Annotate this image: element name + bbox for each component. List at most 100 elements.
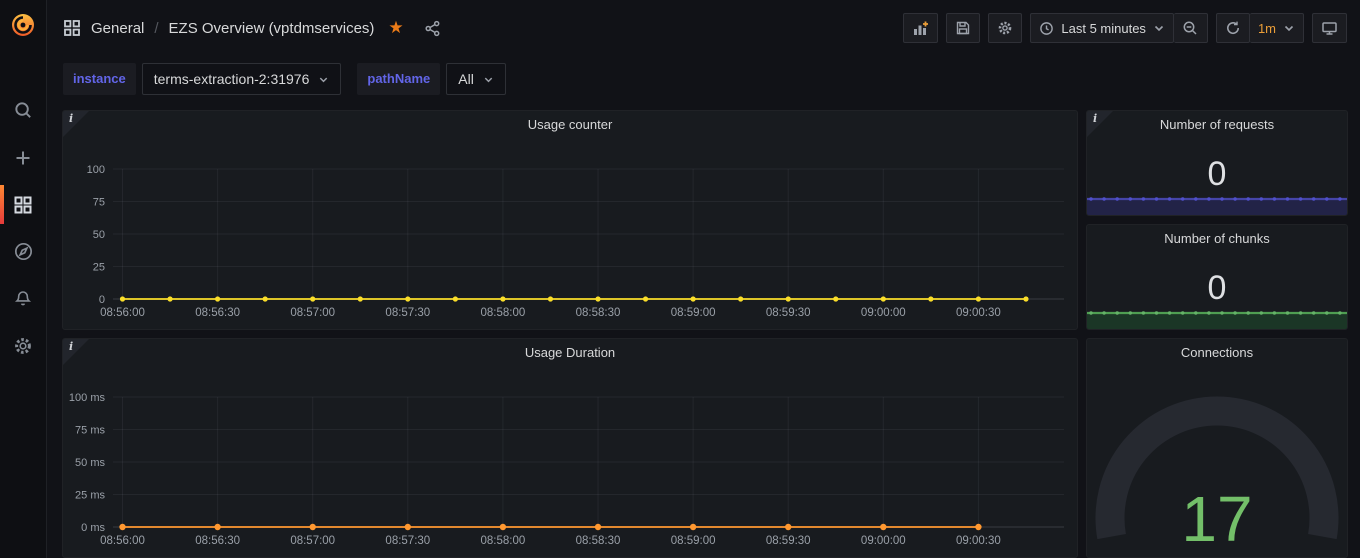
svg-text:08:58:00: 08:58:00 (481, 535, 526, 547)
svg-text:09:00:00: 09:00:00 (861, 535, 906, 547)
star-icon[interactable]: ★ (388, 18, 404, 37)
variable-pathname-label[interactable]: pathName (357, 63, 441, 95)
settings-gear-icon (999, 21, 1012, 35)
breadcrumb-separator: / (154, 19, 159, 37)
refresh-interval-button[interactable]: 1m (1249, 13, 1304, 43)
zoom-out-icon (1183, 21, 1197, 35)
variable-instance-label[interactable]: instance (63, 63, 136, 95)
svg-text:17: 17 (1181, 483, 1252, 555)
cycle-view-mode-button[interactable] (1312, 13, 1347, 43)
svg-text:25: 25 (93, 262, 105, 274)
svg-text:08:56:30: 08:56:30 (195, 535, 240, 547)
plus-icon (13, 148, 33, 168)
svg-text:08:56:00: 08:56:00 (100, 307, 145, 319)
panel-usage-duration: i Usage Duration 0 ms 25 ms 50 ms 75 ms 100 … (62, 338, 1078, 558)
svg-text:09:00:30: 09:00:30 (956, 535, 1001, 547)
refresh-icon (1226, 21, 1239, 35)
variable-instance: instance terms-extraction-2:31976 (63, 63, 342, 95)
connections-gauge: 17 (1087, 367, 1347, 557)
search-icon (13, 100, 34, 121)
breadcrumb-section[interactable]: General (91, 19, 145, 37)
refresh-group: 1m (1215, 13, 1304, 43)
time-range-button[interactable]: Last 5 minutes (1030, 13, 1174, 43)
requests-sparkline (1087, 197, 1347, 215)
usage-counter-chart: 0 25 50 75 100 08:56:00 08:56:30 08:57:00 08:57:… (63, 139, 1077, 329)
save-dashboard-button[interactable] (946, 13, 981, 43)
svg-text:08:58:30: 08:58:30 (576, 535, 621, 547)
toolbar: Last 5 minutes 1m (903, 13, 1347, 43)
svg-text:08:57:30: 08:57:30 (385, 307, 430, 319)
svg-text:75: 75 (93, 197, 105, 209)
panel-title[interactable]: Number of requests (1159, 117, 1275, 132)
chevron-down-icon (484, 77, 493, 82)
nav-sidebar (0, 0, 47, 558)
dashboard-title[interactable]: EZS Overview (vptdmservices) (168, 19, 375, 37)
apps-grid-icon (63, 19, 81, 37)
sidebar-item-search[interactable] (0, 87, 47, 134)
panel-info-icon[interactable]: i (63, 339, 89, 365)
panel-number-of-requests: i Number of requests 0 (1086, 110, 1348, 216)
sidebar-item-dashboards[interactable] (0, 181, 47, 228)
grafana-logo[interactable] (0, 0, 47, 47)
panel-title[interactable]: Connections (1180, 345, 1254, 360)
svg-text:50: 50 (93, 229, 105, 241)
panel-title[interactable]: Usage counter (527, 117, 613, 132)
svg-text:08:59:30: 08:59:30 (766, 535, 811, 547)
svg-text:09:00:30: 09:00:30 (956, 307, 1001, 319)
svg-text:08:57:00: 08:57:00 (290, 535, 335, 547)
refresh-interval-label: 1m (1257, 20, 1276, 36)
sidebar-item-alerting[interactable] (0, 275, 47, 322)
time-picker-group: Last 5 minutes (1030, 13, 1208, 43)
usage-duration-chart: 0 ms 25 ms 50 ms 75 ms 100 ms 08:56:00 08:56:3… (63, 367, 1077, 557)
nav-items (0, 87, 47, 369)
dashboard-settings-button[interactable] (988, 13, 1023, 43)
dashboard-grid: i Usage counter 0 25 50 75 100 08:56:00 08:56:… (47, 104, 1360, 558)
svg-text:75 ms: 75 ms (75, 425, 105, 437)
svg-text:08:56:00: 08:56:00 (100, 535, 145, 547)
monitor-icon (1322, 21, 1337, 35)
panel-info-icon[interactable]: i (1087, 111, 1113, 137)
svg-text:0: 0 (99, 294, 105, 306)
panel-connections: Connections 17 (1086, 338, 1348, 558)
panel-number-of-chunks: Number of chunks 0 (1086, 224, 1348, 330)
chevron-down-icon (1283, 22, 1295, 34)
variable-instance-value-dropdown[interactable]: terms-extraction-2:31976 (141, 63, 342, 95)
panel-title[interactable]: Usage Duration (524, 345, 616, 360)
gear-icon (13, 336, 33, 356)
dashboards-grid-icon (13, 195, 33, 215)
dashboard-header: General / EZS Overview (vptdmservices) ★ (47, 0, 1360, 56)
sidebar-item-explore[interactable] (0, 228, 47, 275)
variable-pathname-value-dropdown[interactable]: All (446, 63, 506, 95)
panel-usage-counter: i Usage counter 0 25 50 75 100 08:56:00 08:56:… (62, 110, 1078, 330)
clock-icon (1040, 21, 1054, 35)
svg-text:09:00:00: 09:00:00 (861, 307, 906, 319)
stat-value: 0 (1207, 268, 1227, 307)
variable-instance-value: terms-extraction-2:31976 (153, 71, 310, 87)
add-panel-button[interactable] (903, 13, 939, 43)
chevron-down-icon (1153, 22, 1165, 34)
svg-text:0 ms: 0 ms (81, 522, 105, 534)
svg-text:50 ms: 50 ms (75, 457, 105, 469)
panel-info-icon[interactable]: i (63, 111, 89, 137)
svg-text:25 ms: 25 ms (75, 490, 105, 502)
panel-title[interactable]: Number of chunks (1164, 231, 1270, 246)
sidebar-item-configuration[interactable] (0, 322, 47, 369)
sidebar-item-create[interactable] (0, 134, 47, 181)
chevron-down-icon (320, 77, 328, 82)
main-area: General / EZS Overview (vptdmservices) ★ (47, 0, 1360, 558)
stat-value: 0 (1207, 154, 1227, 193)
svg-text:08:59:30: 08:59:30 (766, 307, 811, 319)
svg-text:08:57:00: 08:57:00 (290, 307, 335, 319)
zoom-out-button[interactable] (1173, 13, 1208, 43)
share-icon[interactable] (424, 20, 441, 37)
svg-text:08:57:30: 08:57:30 (385, 535, 430, 547)
chunks-sparkline (1087, 311, 1347, 329)
svg-text:08:58:30: 08:58:30 (576, 307, 621, 319)
variable-pathname: pathName All (357, 63, 506, 95)
svg-text:08:59:00: 08:59:00 (671, 535, 716, 547)
grafana-logo-icon (12, 13, 34, 36)
svg-text:08:58:00: 08:58:00 (481, 307, 526, 319)
refresh-button[interactable] (1215, 13, 1250, 43)
bell-icon (13, 289, 33, 309)
